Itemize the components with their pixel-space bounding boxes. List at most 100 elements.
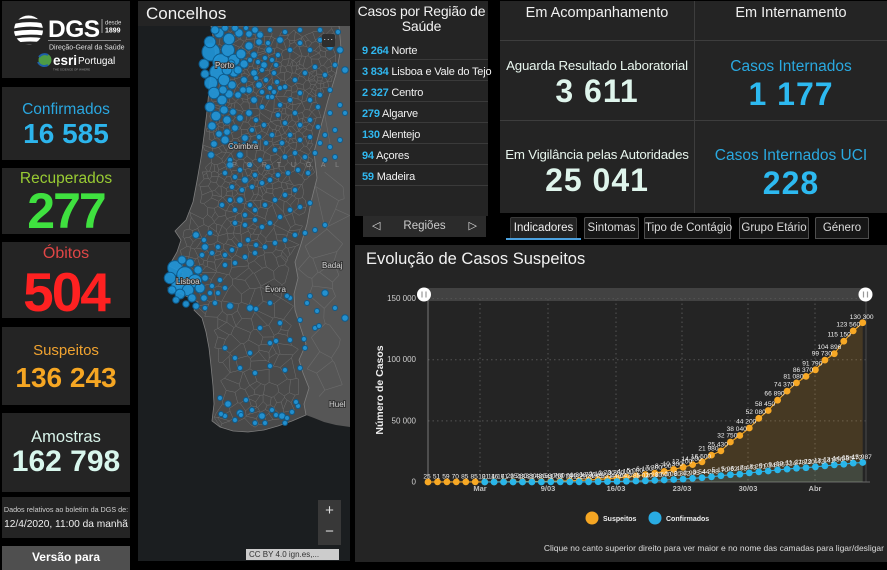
- svg-text:3 544: 3 544: [693, 469, 710, 476]
- svg-text:0: 0: [412, 478, 417, 487]
- svg-text:51: 51: [433, 473, 441, 480]
- svg-text:14 200: 14 200: [682, 456, 703, 463]
- svg-text:P O R T U G A L: P O R T U G A L: [232, 162, 343, 169]
- svg-text:116: 116: [488, 473, 499, 480]
- svg-text:50 000: 50 000: [392, 416, 417, 425]
- svg-text:16 500: 16 500: [691, 453, 712, 460]
- svg-text:12 100: 12 100: [672, 459, 693, 466]
- svg-text:13 141: 13 141: [814, 457, 835, 464]
- svg-text:2 100: 2 100: [589, 471, 606, 478]
- svg-text:4 100: 4 100: [617, 469, 634, 476]
- svg-text:100 000: 100 000: [387, 355, 416, 364]
- svg-text:THE SCIENCE OF WHERE: THE SCIENCE OF WHERE: [53, 68, 90, 72]
- svg-text:10 300: 10 300: [663, 461, 684, 468]
- svg-text:6: 6: [501, 474, 505, 481]
- svg-text:91 790: 91 790: [802, 360, 823, 367]
- svg-text:1 000: 1 000: [561, 472, 578, 479]
- svg-text:desde: desde: [105, 21, 122, 27]
- svg-text:4: 4: [491, 474, 495, 481]
- svg-text:15 472: 15 472: [842, 455, 863, 462]
- svg-text:12 442: 12 442: [804, 458, 825, 465]
- svg-text:2 995: 2 995: [683, 470, 700, 477]
- svg-text:112: 112: [573, 473, 584, 480]
- svg-text:Coimbra: Coimbra: [228, 142, 259, 151]
- svg-text:30: 30: [537, 474, 545, 481]
- svg-text:448: 448: [610, 473, 621, 480]
- svg-text:Badaj: Badaj: [322, 261, 343, 270]
- svg-text:235: 235: [507, 473, 518, 480]
- svg-text:123 560: 123 560: [836, 321, 860, 328]
- svg-text:2 700: 2 700: [598, 470, 615, 477]
- svg-text:Porto: Porto: [215, 61, 235, 70]
- svg-text:2 060: 2 060: [664, 471, 681, 478]
- svg-text:Évora: Évora: [265, 285, 286, 294]
- svg-text:8 700: 8 700: [655, 463, 672, 470]
- svg-text:9 034: 9 034: [759, 463, 776, 470]
- svg-text:41: 41: [546, 473, 554, 480]
- svg-text:5 170: 5 170: [712, 467, 729, 474]
- svg-text:23/03: 23/03: [673, 484, 692, 493]
- svg-text:25: 25: [423, 474, 431, 481]
- svg-text:Clique no canto superior direi: Clique no canto superior direito para ve…: [544, 543, 884, 553]
- svg-text:86 370: 86 370: [793, 367, 814, 374]
- svg-text:1899: 1899: [105, 28, 121, 35]
- svg-text:14 585: 14 585: [833, 456, 854, 463]
- svg-text:1 020: 1 020: [636, 472, 653, 479]
- svg-text:8 251: 8 251: [750, 463, 767, 470]
- svg-text:104 896: 104 896: [817, 344, 841, 351]
- svg-text:21 980: 21 980: [698, 446, 719, 453]
- svg-text:9: 9: [510, 474, 514, 481]
- svg-text:9 886: 9 886: [768, 461, 785, 468]
- svg-text:Abr: Abr: [809, 484, 822, 493]
- svg-text:DGS: DGS: [48, 16, 100, 43]
- svg-text:44 200: 44 200: [736, 419, 757, 426]
- svg-text:9/03: 9/03: [541, 484, 556, 493]
- svg-text:21: 21: [527, 474, 535, 481]
- svg-text:Huel: Huel: [329, 400, 346, 409]
- svg-text:1 700: 1 700: [579, 471, 596, 478]
- svg-text:81 080: 81 080: [783, 373, 804, 380]
- svg-text:6 408: 6 408: [731, 466, 748, 473]
- svg-text:7 443: 7 443: [740, 464, 757, 471]
- svg-text:115 150: 115 150: [827, 332, 851, 339]
- svg-text:5 962: 5 962: [721, 466, 738, 473]
- svg-text:32 750: 32 750: [717, 433, 738, 440]
- svg-text:59: 59: [556, 473, 564, 480]
- svg-text:1 600: 1 600: [655, 472, 672, 479]
- svg-text:150 000: 150 000: [387, 294, 416, 303]
- svg-text:169: 169: [582, 473, 593, 480]
- svg-text:70: 70: [452, 473, 460, 480]
- svg-text:30/03: 30/03: [739, 484, 758, 493]
- svg-text:Mar: Mar: [473, 484, 486, 493]
- svg-text:11 278: 11 278: [786, 460, 806, 467]
- svg-text:13: 13: [518, 474, 526, 481]
- svg-text:Direção-Geral da Saúde: Direção-Geral da Saúde: [49, 45, 125, 52]
- svg-text:Portugal: Portugal: [78, 56, 115, 67]
- svg-text:52 080: 52 080: [746, 409, 767, 416]
- svg-text:esri: esri: [53, 53, 77, 68]
- svg-text:Evolução de Casos Suspeitos: Evolução de Casos Suspeitos: [366, 250, 585, 268]
- svg-text:13 956: 13 956: [823, 456, 844, 463]
- svg-text:4 268: 4 268: [702, 468, 719, 475]
- svg-text:Suspeitos: Suspeitos: [603, 516, 637, 523]
- svg-text:2: 2: [482, 474, 486, 481]
- svg-text:15 987: 15 987: [852, 454, 873, 461]
- svg-text:430: 430: [535, 473, 546, 480]
- svg-text:74 370: 74 370: [774, 382, 795, 389]
- svg-text:1 308: 1 308: [570, 472, 587, 479]
- svg-text:331: 331: [601, 473, 612, 480]
- svg-text:85: 85: [461, 473, 469, 480]
- svg-text:38 040: 38 040: [727, 426, 748, 433]
- svg-text:171: 171: [497, 473, 508, 480]
- svg-text:3 300: 3 300: [608, 470, 625, 477]
- svg-text:Confirmados: Confirmados: [666, 516, 709, 523]
- svg-text:6 100: 6 100: [636, 466, 653, 473]
- svg-text:66 890: 66 890: [764, 391, 785, 398]
- svg-text:101: 101: [478, 473, 489, 480]
- svg-text:16/03: 16/03: [607, 484, 626, 493]
- svg-text:580: 580: [544, 473, 555, 480]
- svg-text:2 362: 2 362: [674, 471, 691, 478]
- svg-text:Número de Casos: Número de Casos: [374, 345, 386, 434]
- svg-text:99 730: 99 730: [812, 351, 833, 358]
- svg-text:245: 245: [592, 473, 603, 480]
